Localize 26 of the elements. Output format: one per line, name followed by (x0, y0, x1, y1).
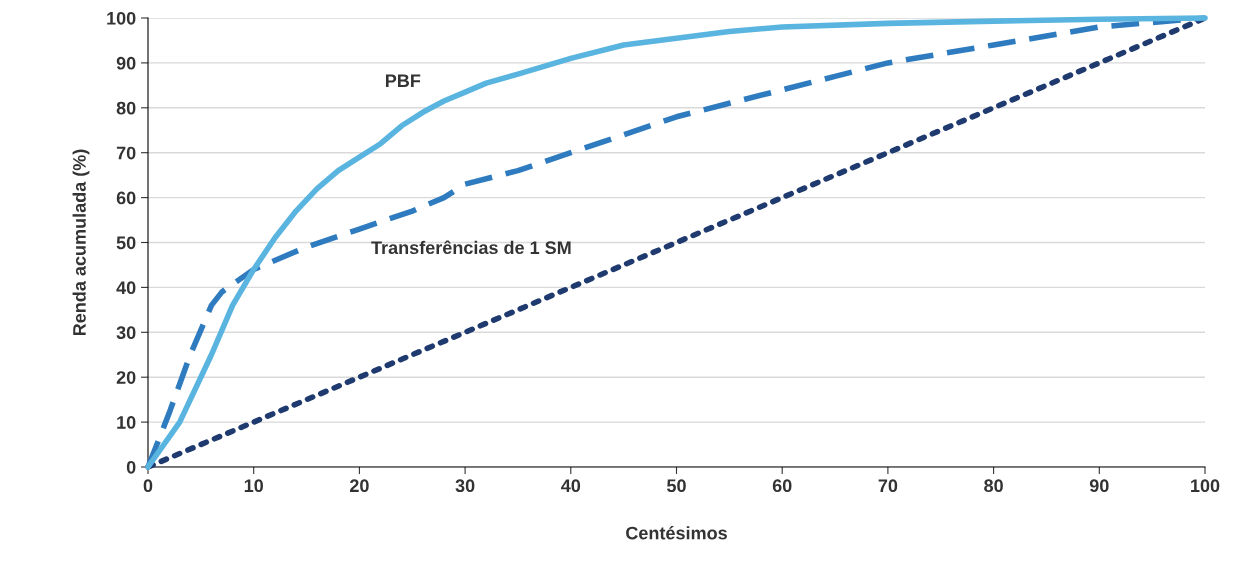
y-tick-label: 100 (107, 11, 136, 25)
y-tick-label: 70 (116, 146, 136, 160)
x-tick-label: 20 (349, 479, 369, 493)
y-tick-label: 50 (116, 236, 136, 250)
y-tick-label: 60 (116, 191, 136, 205)
y-tick-label: 90 (116, 56, 136, 70)
x-tick-label: 100 (1191, 479, 1220, 493)
series-label: Transferências de 1 SM (371, 240, 571, 255)
x-tick-label: 40 (561, 479, 581, 493)
y-tick-label: 0 (126, 460, 136, 474)
x-tick-label: 60 (772, 479, 792, 493)
y-tick-label: 20 (116, 371, 136, 384)
y-axis-title: Renda acumulada (%) (72, 149, 90, 336)
x-tick-label: 90 (1089, 479, 1109, 493)
y-tick-label: 80 (116, 101, 136, 115)
x-tick-label: 70 (878, 479, 898, 493)
x-axis-title: Centésimos (626, 526, 727, 540)
series-label: PBF (385, 74, 421, 87)
x-tick-label: 10 (244, 479, 263, 493)
y-tick-label: 40 (116, 281, 136, 295)
x-tick-label: 50 (667, 479, 686, 493)
y-tick-label: 30 (116, 326, 136, 340)
y-tick-label: 10 (117, 416, 136, 429)
x-tick-label: 30 (455, 479, 475, 493)
x-tick-label: 80 (984, 479, 1003, 493)
x-tick-label: 0 (143, 479, 153, 493)
